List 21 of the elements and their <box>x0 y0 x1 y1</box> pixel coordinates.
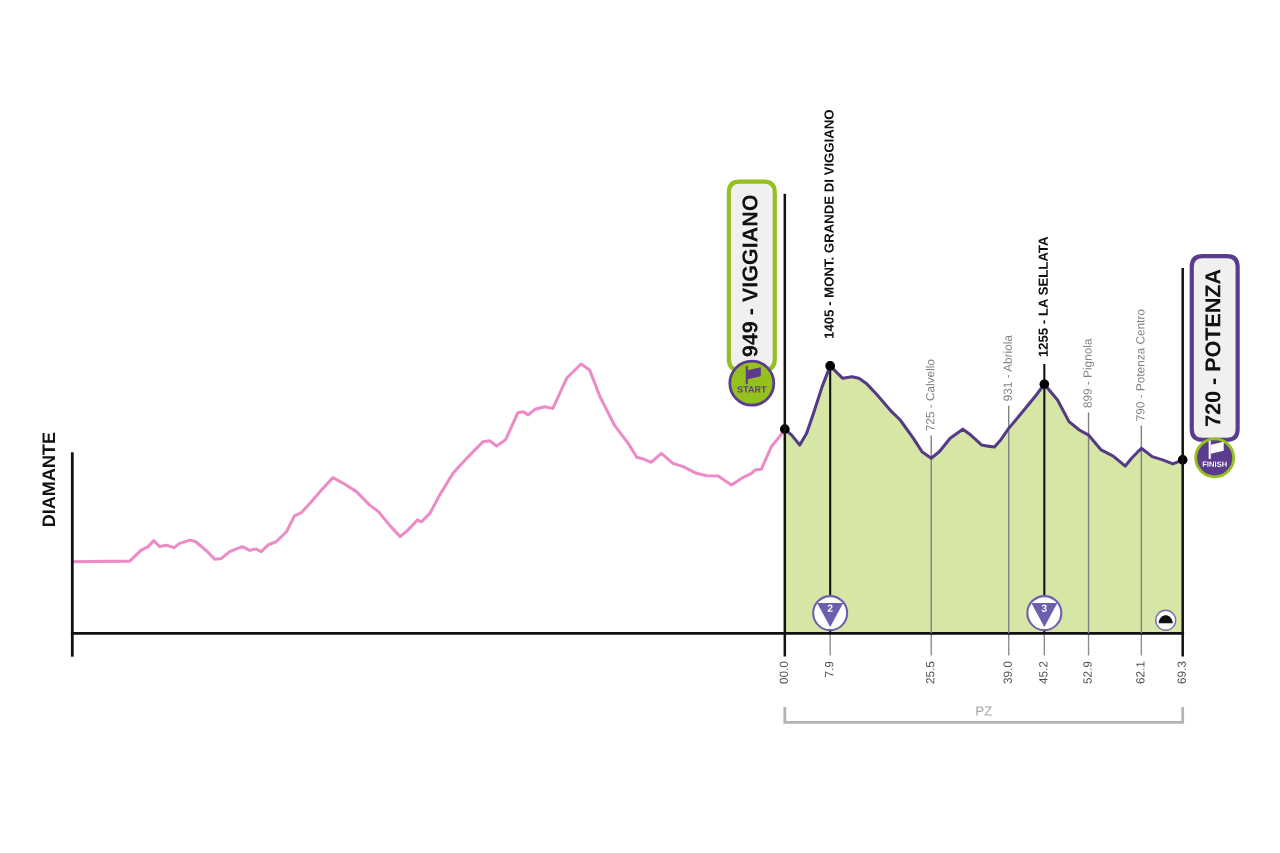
x-tick-label: 7.9 <box>824 661 834 677</box>
x-tick-label: 52.9 <box>1083 661 1092 684</box>
x-tick-label: 39.0 <box>1003 661 1012 684</box>
ref-line-label: 949 - VIGGIANO <box>742 195 758 357</box>
ref-line-label: 1255 - LA SELLATA <box>1038 236 1048 357</box>
ref-line-label: 790 - Potenza Centro <box>1136 309 1145 421</box>
annotation: 2 <box>827 604 833 612</box>
annotation: 3 <box>1041 604 1047 612</box>
ref-line-label: DIAMANTE <box>42 432 55 527</box>
x-tick-label: 45.2 <box>1039 661 1048 684</box>
ref-line-label: 1405 - MONT. GRANDE DI VIGGIANO <box>824 109 834 339</box>
x-tick-label: 69.3 <box>1177 661 1186 684</box>
x-tick-label: 62.1 <box>1136 661 1145 684</box>
x-tick-label: 25.5 <box>926 661 935 684</box>
ref-line-label: 725 - Calvello <box>925 359 935 431</box>
x-tick-label: 00.0 <box>779 661 788 684</box>
annotation: START <box>737 386 767 393</box>
ref-line-label: 899 - Pignola <box>1083 338 1095 408</box>
ref-line-label: 931 - Abriola <box>1003 335 1012 401</box>
ref-line-label: 720 - POTENZA <box>1205 269 1221 426</box>
text: PZ <box>976 706 992 716</box>
